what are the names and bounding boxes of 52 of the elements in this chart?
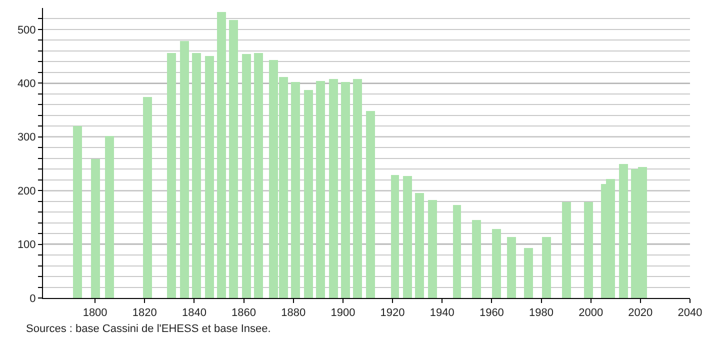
bar [415,193,424,298]
x-tick-label: 1940 [430,307,454,320]
x-tick-label: 2040 [678,307,702,320]
bar [254,53,263,298]
bar [524,248,533,298]
y-tick-label: 0 [30,292,36,305]
bar [167,53,176,298]
y-tick-label: 200 [17,185,36,198]
bar [105,136,114,298]
bar [291,82,300,298]
x-tick-label: 2000 [578,307,604,320]
bar [492,229,501,298]
bar [542,237,551,298]
x-tick-label: 1920 [380,307,405,320]
y-tick-label: 300 [17,132,36,144]
x-tick-label: 1880 [281,307,306,320]
bar [229,20,238,298]
bar [304,90,313,298]
bar [217,12,226,298]
x-tick-label: 1900 [330,307,356,320]
bar [353,79,362,298]
bar [192,53,201,298]
x-tick-label: 1980 [529,307,554,320]
bar [143,97,152,298]
bar [91,159,100,298]
bar [366,111,375,298]
bar [180,41,189,298]
x-tick-label: 1860 [232,307,256,320]
bar [562,202,571,298]
x-tick-label: 1960 [479,307,504,320]
bar [428,200,437,298]
x-tick-label: 1820 [132,307,157,320]
bar [391,175,399,298]
x-tick-label: 2020 [628,307,653,320]
y-tick-label: 500 [17,24,36,36]
bar [73,126,82,298]
bar [619,164,628,298]
bar [205,56,214,298]
bar [242,54,251,298]
bar [584,202,593,298]
bar [403,176,412,298]
bar [472,220,481,298]
x-tick-label: 1840 [182,307,206,320]
bar [316,81,325,298]
bar [453,205,461,298]
y-tick-label: 400 [17,78,36,90]
y-tick-label: 100 [17,239,36,252]
bar [507,237,516,298]
bar [341,82,350,298]
x-tick-label: 1800 [82,307,108,320]
source-note: Sources : base Cassini de l'EHESS et base Insee. [26,323,271,335]
bar [329,79,338,298]
